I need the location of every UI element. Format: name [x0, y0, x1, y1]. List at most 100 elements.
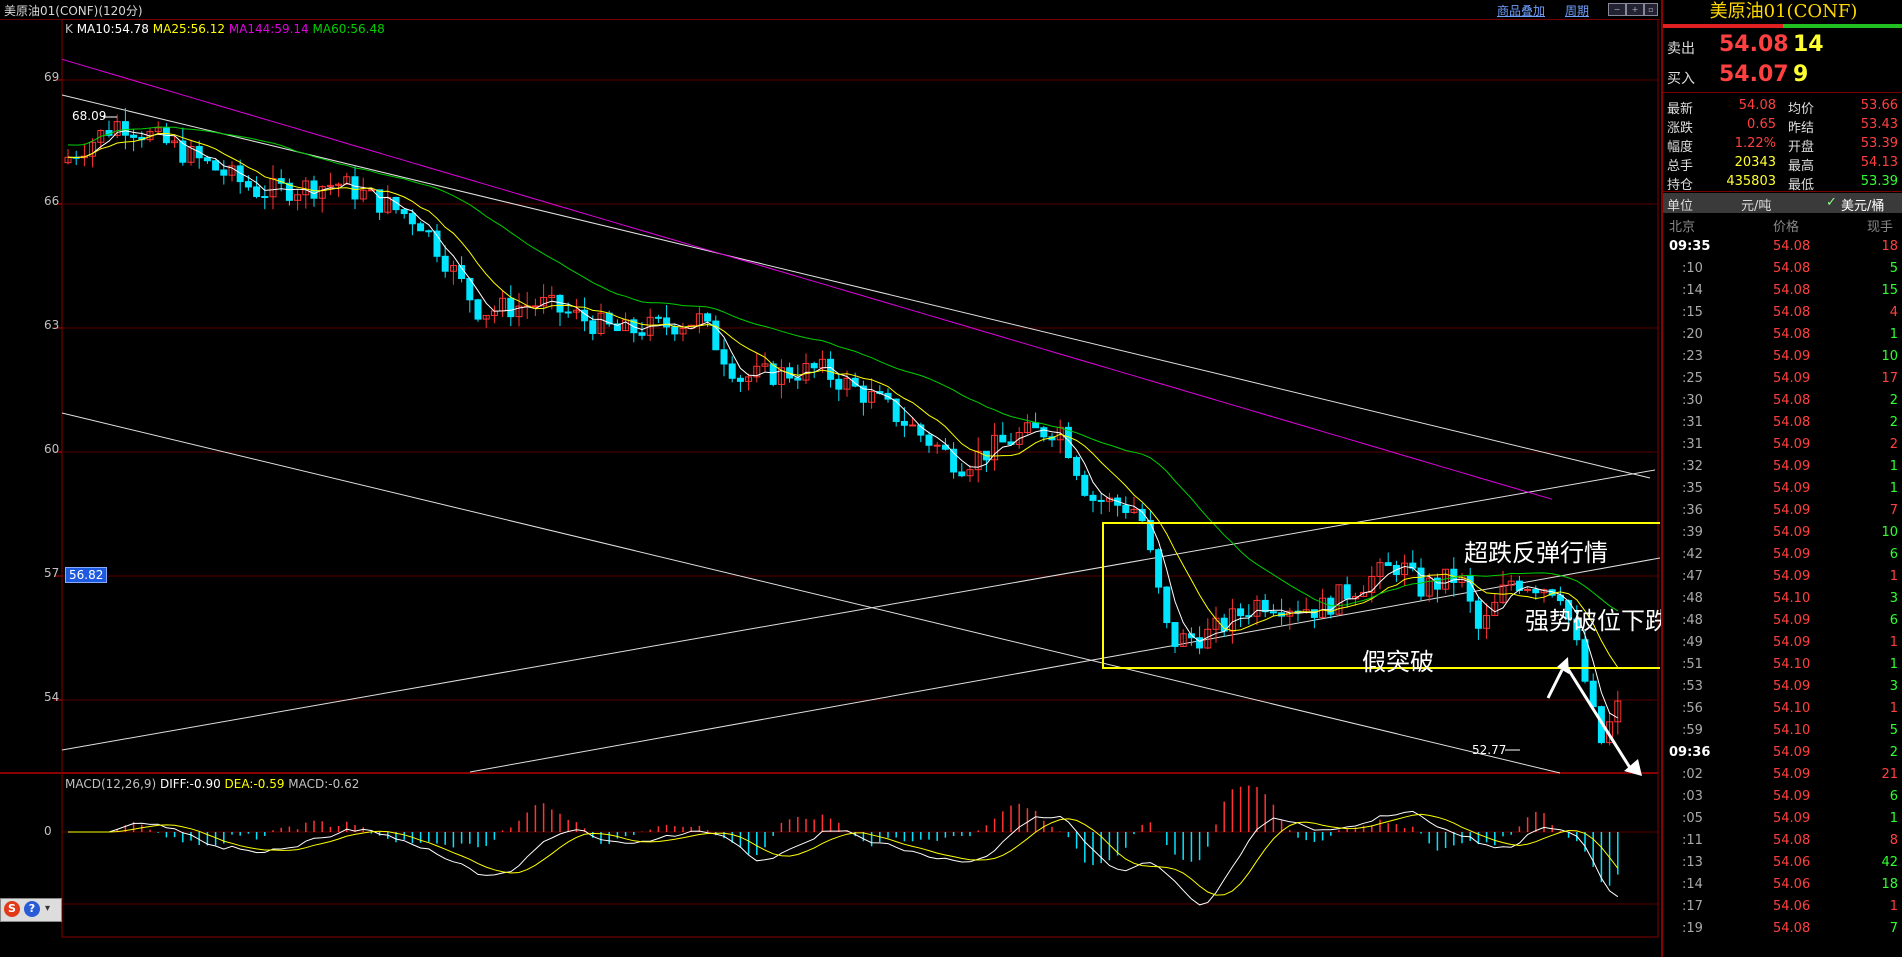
low-price-label: 52.77 — [1472, 743, 1507, 757]
candle-body — [753, 365, 761, 378]
candle-body — [417, 223, 425, 232]
candle-body — [244, 181, 252, 188]
tick-row: :42 54.09 6 — [1663, 544, 1902, 566]
candle-body — [974, 450, 982, 471]
candle-body — [1032, 422, 1040, 429]
tick-price: 54.09 — [1773, 613, 1811, 628]
candle-body — [212, 160, 220, 171]
dea-label: DEA:-0.59 — [224, 777, 285, 791]
candle-body — [474, 299, 482, 320]
tick-price: 54.09 — [1773, 811, 1811, 826]
unit-cny[interactable]: 元/吨 — [1741, 199, 1772, 214]
candle-body — [712, 320, 720, 351]
restore-button[interactable]: ▫ — [1644, 3, 1658, 16]
candle-body — [203, 157, 211, 162]
candle-body — [1507, 580, 1515, 586]
candle-body — [958, 471, 966, 477]
tick-row: :10 54.08 5 — [1663, 258, 1902, 280]
trend-lines — [61, 94, 1660, 774]
trend-line — [61, 94, 1651, 479]
candle-body — [540, 296, 548, 307]
tick-row: :48 54.10 3 — [1663, 588, 1902, 610]
tick-price: 54.08 — [1773, 283, 1811, 298]
candle-body — [597, 312, 605, 334]
tick-price: 54.08 — [1773, 261, 1811, 276]
tick-price: 54.08 — [1773, 415, 1811, 430]
candle-body — [64, 156, 72, 164]
candle-body — [1310, 609, 1318, 618]
stat-value: 53.66 — [1860, 98, 1898, 113]
tick-time: :11 — [1682, 833, 1703, 848]
dropdown-icon[interactable]: ▾ — [45, 903, 51, 914]
help-icon[interactable]: ? — [24, 901, 40, 917]
candle-body — [769, 363, 777, 385]
tick-time: :19 — [1682, 921, 1703, 936]
tick-time: :35 — [1682, 481, 1703, 496]
stat-label: 总手 — [1667, 159, 1694, 174]
tick-price: 54.09 — [1773, 745, 1811, 760]
tick-volume: 21 — [1881, 767, 1898, 782]
candle-body — [97, 130, 105, 143]
candle-body — [745, 376, 753, 382]
tick-time: :20 — [1682, 327, 1703, 342]
period-link[interactable]: 周期 — [1565, 4, 1590, 18]
candle-body — [1261, 599, 1269, 613]
tick-volume: 4 — [1889, 305, 1898, 320]
candle-body — [1483, 614, 1491, 629]
candle-body — [1269, 611, 1277, 614]
candle-body — [121, 121, 129, 136]
zoom-in-button[interactable]: + — [1626, 3, 1644, 16]
candle-body — [130, 134, 138, 138]
tick-price: 54.06 — [1773, 877, 1811, 892]
tick-row: :19 54.08 7 — [1663, 918, 1902, 940]
candle-body — [1187, 633, 1195, 639]
tick-time: :42 — [1682, 547, 1703, 562]
stat-value: 1.22% — [1734, 136, 1776, 151]
candle-body — [376, 189, 384, 213]
tick-row: :39 54.09 10 — [1663, 522, 1902, 544]
tick-price: 54.09 — [1773, 525, 1811, 540]
overlay-link[interactable]: 商品叠加 — [1497, 4, 1546, 18]
tick-price: 54.09 — [1773, 437, 1811, 452]
arrow-down — [1566, 668, 1634, 772]
dea-line — [68, 813, 1619, 896]
tick-volume: 7 — [1889, 503, 1898, 518]
kline-chart[interactable] — [0, 19, 1660, 957]
tick-time: :47 — [1682, 569, 1703, 584]
tick-time: :03 — [1682, 789, 1703, 804]
tick-price: 54.08 — [1773, 305, 1811, 320]
candle-body — [720, 349, 728, 365]
ticks-header-volume: 现手 — [1867, 220, 1894, 235]
candle-body — [449, 265, 457, 272]
candle-body — [1474, 600, 1482, 629]
buy-price: 54.07 — [1719, 62, 1789, 87]
tick-volume: 10 — [1881, 349, 1898, 364]
tick-time: :48 — [1682, 613, 1703, 628]
candle-body — [613, 323, 621, 332]
stat-row: 幅度 1.22% 开盘 53.39 — [1663, 134, 1902, 155]
tick-row: :02 54.09 21 — [1663, 764, 1902, 786]
tick-volume: 6 — [1889, 789, 1898, 804]
zoom-out-button[interactable]: − — [1608, 3, 1626, 16]
sogou-icon[interactable]: S — [4, 901, 20, 917]
candle-body — [1122, 504, 1130, 513]
tick-price: 54.09 — [1773, 547, 1811, 562]
tick-row: :30 54.08 2 — [1663, 390, 1902, 412]
ma60-label: MA60:56.48 — [312, 22, 385, 36]
quote-panel: 美原油01(CONF) 卖出 54.08 14 买入 54.07 9 最新 54.… — [1661, 0, 1902, 957]
tick-volume: 2 — [1889, 393, 1898, 408]
sell-volume: 14 — [1793, 32, 1824, 57]
tick-volume: 1 — [1889, 701, 1898, 716]
candle-body — [761, 363, 769, 367]
tick-time: :32 — [1682, 459, 1703, 474]
arrow-up — [1546, 669, 1564, 699]
price-grid — [0, 19, 1659, 938]
tick-time: :05 — [1682, 811, 1703, 826]
candle-body — [1524, 588, 1532, 591]
tick-price: 54.09 — [1773, 371, 1811, 386]
candle-body — [359, 189, 367, 200]
candle-body — [851, 377, 859, 387]
unit-usd[interactable]: 美元/桶 — [1841, 199, 1885, 214]
stat-value: 0.65 — [1747, 117, 1776, 132]
tick-row: :31 54.09 2 — [1663, 434, 1902, 456]
